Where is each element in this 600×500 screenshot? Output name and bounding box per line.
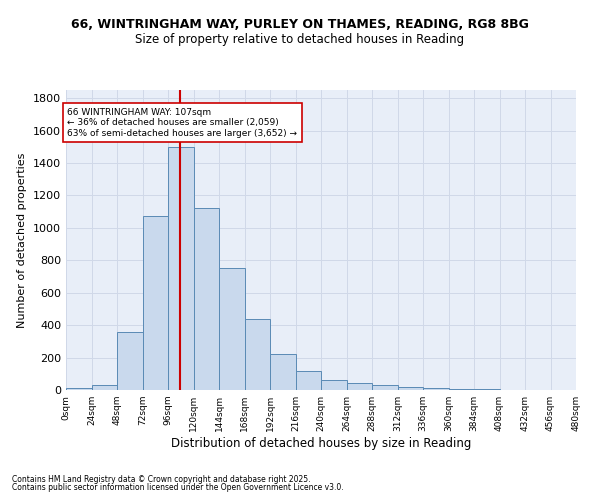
Bar (321, 380, 347, 390)
Bar (66, 388, 91, 390)
Bar (474, 389, 499, 390)
Bar (143, 216, 168, 390)
Bar (347, 382, 372, 390)
Text: 66 WINTRINGHAM WAY: 107sqm
← 36% of detached houses are smaller (2,059)
63% of s: 66 WINTRINGHAM WAY: 107sqm ← 36% of deta… (67, 108, 297, 138)
Text: Size of property relative to detached houses in Reading: Size of property relative to detached ho… (136, 32, 464, 46)
Bar (117, 332, 143, 390)
Bar (372, 386, 398, 390)
Bar (449, 388, 474, 390)
Bar (245, 318, 270, 390)
Text: Contains public sector information licensed under the Open Government Licence v3: Contains public sector information licen… (12, 482, 344, 492)
Bar (423, 388, 449, 390)
Text: 66, WINTRINGHAM WAY, PURLEY ON THAMES, READING, RG8 8BG: 66, WINTRINGHAM WAY, PURLEY ON THAMES, R… (71, 18, 529, 30)
Bar (193, 208, 219, 390)
Bar (168, 147, 193, 390)
Y-axis label: Number of detached properties: Number of detached properties (17, 152, 28, 328)
X-axis label: Distribution of detached houses by size in Reading: Distribution of detached houses by size … (171, 437, 471, 450)
Text: Contains HM Land Registry data © Crown copyright and database right 2025.: Contains HM Land Registry data © Crown c… (12, 475, 311, 484)
Bar (270, 354, 296, 390)
Bar (91, 385, 117, 390)
Bar (219, 268, 245, 390)
Bar (296, 372, 321, 390)
Bar (398, 387, 423, 390)
